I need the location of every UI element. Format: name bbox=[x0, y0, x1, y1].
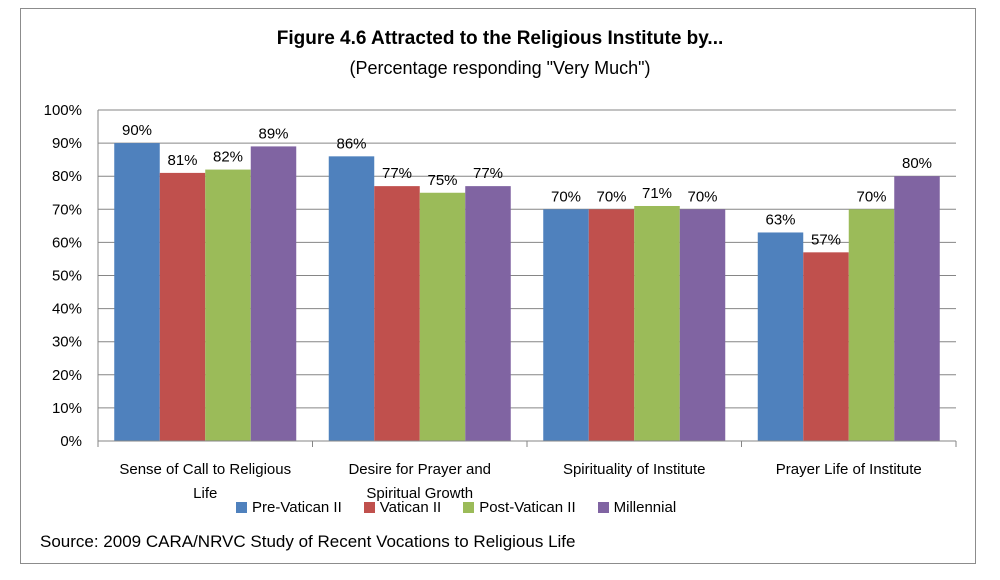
bar bbox=[250, 146, 297, 441]
x-category-label: Desire for Prayer and bbox=[348, 461, 491, 478]
x-category-label: Spiritual Growth bbox=[366, 485, 473, 502]
bar bbox=[803, 252, 849, 441]
legend-item: Vatican II bbox=[363, 499, 442, 516]
data-label: 77% bbox=[473, 165, 503, 182]
legend-label: Post-Vatican II bbox=[479, 499, 576, 516]
y-tick-label: 10% bbox=[52, 400, 82, 417]
data-label: 82% bbox=[213, 149, 243, 166]
chart-subtitle: (Percentage responding "Very Much") bbox=[349, 58, 651, 78]
data-label: 80% bbox=[902, 155, 932, 172]
bar bbox=[419, 192, 466, 441]
y-tick-label: 60% bbox=[52, 234, 82, 251]
bar bbox=[328, 156, 375, 441]
y-tick-label: 70% bbox=[52, 201, 82, 218]
chart-legend: Pre-Vatican II Vatican II Post-Vatican II M… bbox=[236, 499, 698, 516]
data-label: 71% bbox=[642, 185, 672, 202]
data-label: 70% bbox=[596, 188, 626, 205]
y-tick-label: 20% bbox=[52, 367, 82, 384]
y-tick-label: 90% bbox=[52, 135, 82, 152]
y-tick-label: 80% bbox=[52, 168, 82, 185]
legend-swatch bbox=[363, 502, 375, 513]
legend-item: Millennial bbox=[597, 499, 677, 516]
bar bbox=[757, 232, 804, 441]
y-tick-label: 0% bbox=[60, 433, 82, 450]
bar bbox=[848, 209, 895, 441]
x-category-label: Spirituality of Institute bbox=[563, 461, 706, 478]
data-label: 57% bbox=[811, 231, 841, 248]
y-tick-label: 100% bbox=[44, 102, 82, 119]
source-note: Source: 2009 CARA/NRVC Study of Recent V… bbox=[40, 532, 576, 551]
data-label: 81% bbox=[167, 152, 197, 169]
y-tick-label: 30% bbox=[52, 334, 82, 351]
y-tick-label: 40% bbox=[52, 301, 82, 318]
chart-title: Figure 4.6 Attracted to the Religious In… bbox=[276, 28, 724, 49]
legend-label: Millennial bbox=[613, 499, 677, 516]
legend-swatch bbox=[236, 502, 247, 513]
data-label: 86% bbox=[336, 135, 366, 152]
data-label: 63% bbox=[765, 211, 795, 228]
data-label: 70% bbox=[551, 188, 581, 205]
bar bbox=[634, 205, 680, 441]
bar bbox=[374, 186, 420, 441]
legend-label: Vatican II bbox=[379, 499, 442, 516]
legend-item: Pre-Vatican II bbox=[236, 499, 342, 516]
data-label: 90% bbox=[122, 122, 152, 139]
bar bbox=[588, 209, 635, 441]
y-tick-label: 50% bbox=[52, 268, 82, 285]
legend-label: Pre-Vatican II bbox=[252, 499, 342, 516]
bar bbox=[465, 186, 511, 441]
bar bbox=[543, 209, 589, 441]
data-label: 89% bbox=[258, 125, 288, 142]
data-label: 70% bbox=[687, 188, 717, 205]
x-category-label: Prayer Life of Institute bbox=[776, 461, 922, 478]
legend-swatch bbox=[597, 502, 609, 513]
bar bbox=[679, 209, 726, 441]
legend-swatch bbox=[463, 502, 475, 513]
bar bbox=[159, 172, 206, 441]
bar bbox=[205, 169, 251, 441]
legend-item: Post-Vatican II bbox=[463, 499, 576, 516]
bar bbox=[114, 143, 160, 441]
data-label: 70% bbox=[856, 188, 886, 205]
x-category-label: Sense of Call to Religious bbox=[119, 461, 291, 478]
data-label: 77% bbox=[382, 165, 412, 182]
data-label: 75% bbox=[427, 172, 457, 189]
bar bbox=[894, 176, 940, 441]
x-category-label: Life bbox=[193, 485, 217, 502]
